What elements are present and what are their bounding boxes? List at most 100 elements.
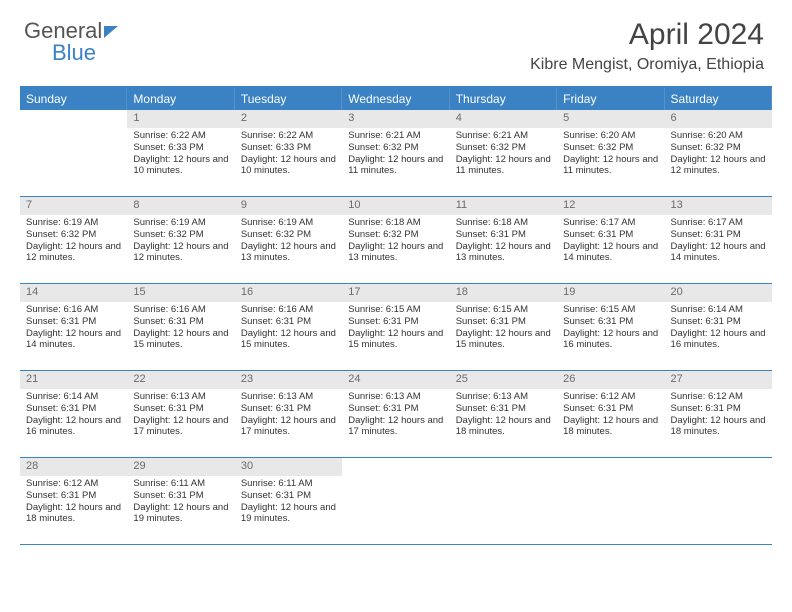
day-number: 11 [450,197,557,215]
day-body: Sunrise: 6:19 AMSunset: 6:32 PMDaylight:… [20,215,127,269]
calendar: Sunday Monday Tuesday Wednesday Thursday… [20,86,772,545]
day-number: 15 [127,284,234,302]
calendar-cell: 16Sunrise: 6:16 AMSunset: 6:31 PMDayligh… [235,284,342,370]
sunrise-text: Sunrise: 6:18 AM [348,217,443,229]
sunset-text: Sunset: 6:31 PM [671,403,766,415]
day-number: 29 [127,458,234,476]
sunrise-text: Sunrise: 6:13 AM [348,391,443,403]
sunrise-text: Sunrise: 6:15 AM [456,304,551,316]
calendar-cell: 3Sunrise: 6:21 AMSunset: 6:32 PMDaylight… [342,110,449,196]
calendar-cell: 29Sunrise: 6:11 AMSunset: 6:31 PMDayligh… [127,458,234,544]
day-number: 19 [557,284,664,302]
daylight-text: Daylight: 12 hours and 18 minutes. [671,415,766,439]
daylight-text: Daylight: 12 hours and 13 minutes. [348,241,443,265]
day-body: Sunrise: 6:18 AMSunset: 6:31 PMDaylight:… [450,215,557,269]
weekday-label: Thursday [450,88,557,110]
day-number: 1 [127,110,234,128]
day-body: Sunrise: 6:19 AMSunset: 6:32 PMDaylight:… [127,215,234,269]
day-number: 9 [235,197,342,215]
brand-triangle-icon [104,26,118,38]
day-number: 14 [20,284,127,302]
sunset-text: Sunset: 6:31 PM [563,316,658,328]
sunrise-text: Sunrise: 6:18 AM [456,217,551,229]
daylight-text: Daylight: 12 hours and 18 minutes. [26,502,121,526]
day-body: Sunrise: 6:13 AMSunset: 6:31 PMDaylight:… [235,389,342,443]
day-body: Sunrise: 6:13 AMSunset: 6:31 PMDaylight:… [127,389,234,443]
sunrise-text: Sunrise: 6:14 AM [26,391,121,403]
day-number: 30 [235,458,342,476]
sunset-text: Sunset: 6:33 PM [241,142,336,154]
day-body: Sunrise: 6:15 AMSunset: 6:31 PMDaylight:… [450,302,557,356]
sunrise-text: Sunrise: 6:13 AM [241,391,336,403]
day-body: Sunrise: 6:11 AMSunset: 6:31 PMDaylight:… [127,476,234,530]
sunrise-text: Sunrise: 6:21 AM [456,130,551,142]
daylight-text: Daylight: 12 hours and 15 minutes. [241,328,336,352]
sunrise-text: Sunrise: 6:19 AM [26,217,121,229]
daylight-text: Daylight: 12 hours and 15 minutes. [348,328,443,352]
day-body: Sunrise: 6:17 AMSunset: 6:31 PMDaylight:… [557,215,664,269]
day-number: 3 [342,110,449,128]
sunset-text: Sunset: 6:32 PM [133,229,228,241]
sunset-text: Sunset: 6:32 PM [671,142,766,154]
daylight-text: Daylight: 12 hours and 19 minutes. [241,502,336,526]
sunset-text: Sunset: 6:31 PM [241,403,336,415]
day-number: 4 [450,110,557,128]
calendar-week: 28Sunrise: 6:12 AMSunset: 6:31 PMDayligh… [20,458,772,545]
day-number: 26 [557,371,664,389]
day-body: Sunrise: 6:21 AMSunset: 6:32 PMDaylight:… [450,128,557,182]
daylight-text: Daylight: 12 hours and 17 minutes. [348,415,443,439]
day-number: 16 [235,284,342,302]
calendar-week: 7Sunrise: 6:19 AMSunset: 6:32 PMDaylight… [20,197,772,284]
sunset-text: Sunset: 6:31 PM [133,316,228,328]
day-number: 18 [450,284,557,302]
sunrise-text: Sunrise: 6:14 AM [671,304,766,316]
calendar-cell: 27Sunrise: 6:12 AMSunset: 6:31 PMDayligh… [665,371,772,457]
sunrise-text: Sunrise: 6:15 AM [348,304,443,316]
brand-logo: General Blue [24,18,118,66]
daylight-text: Daylight: 12 hours and 12 minutes. [671,154,766,178]
day-body: Sunrise: 6:21 AMSunset: 6:32 PMDaylight:… [342,128,449,182]
daylight-text: Daylight: 12 hours and 11 minutes. [563,154,658,178]
calendar-week: 14Sunrise: 6:16 AMSunset: 6:31 PMDayligh… [20,284,772,371]
sunrise-text: Sunrise: 6:19 AM [133,217,228,229]
day-number: 12 [557,197,664,215]
daylight-text: Daylight: 12 hours and 12 minutes. [133,241,228,265]
sunset-text: Sunset: 6:31 PM [26,490,121,502]
calendar-cell: 21Sunrise: 6:14 AMSunset: 6:31 PMDayligh… [20,371,127,457]
daylight-text: Daylight: 12 hours and 11 minutes. [348,154,443,178]
calendar-cell: 1Sunrise: 6:22 AMSunset: 6:33 PMDaylight… [127,110,234,196]
calendar-cell: 2Sunrise: 6:22 AMSunset: 6:33 PMDaylight… [235,110,342,196]
calendar-cell: 6Sunrise: 6:20 AMSunset: 6:32 PMDaylight… [665,110,772,196]
daylight-text: Daylight: 12 hours and 19 minutes. [133,502,228,526]
calendar-cell: 26Sunrise: 6:12 AMSunset: 6:31 PMDayligh… [557,371,664,457]
calendar-cell: 12Sunrise: 6:17 AMSunset: 6:31 PMDayligh… [557,197,664,283]
calendar-cell: 30Sunrise: 6:11 AMSunset: 6:31 PMDayligh… [235,458,342,544]
calendar-cell: 17Sunrise: 6:15 AMSunset: 6:31 PMDayligh… [342,284,449,370]
sunrise-text: Sunrise: 6:17 AM [563,217,658,229]
daylight-text: Daylight: 12 hours and 14 minutes. [671,241,766,265]
calendar-cell: 20Sunrise: 6:14 AMSunset: 6:31 PMDayligh… [665,284,772,370]
day-body: Sunrise: 6:13 AMSunset: 6:31 PMDaylight:… [342,389,449,443]
day-number: 20 [665,284,772,302]
calendar-cell: 28Sunrise: 6:12 AMSunset: 6:31 PMDayligh… [20,458,127,544]
calendar-cell: 24Sunrise: 6:13 AMSunset: 6:31 PMDayligh… [342,371,449,457]
daylight-text: Daylight: 12 hours and 17 minutes. [133,415,228,439]
calendar-cell [342,458,449,544]
day-body: Sunrise: 6:14 AMSunset: 6:31 PMDaylight:… [20,389,127,443]
sunrise-text: Sunrise: 6:20 AM [671,130,766,142]
daylight-text: Daylight: 12 hours and 11 minutes. [456,154,551,178]
brand-part2: Blue [24,40,118,66]
day-number: 8 [127,197,234,215]
daylight-text: Daylight: 12 hours and 10 minutes. [241,154,336,178]
daylight-text: Daylight: 12 hours and 16 minutes. [26,415,121,439]
sunrise-text: Sunrise: 6:19 AM [241,217,336,229]
sunset-text: Sunset: 6:31 PM [456,403,551,415]
daylight-text: Daylight: 12 hours and 16 minutes. [563,328,658,352]
day-body: Sunrise: 6:12 AMSunset: 6:31 PMDaylight:… [665,389,772,443]
daylight-text: Daylight: 12 hours and 15 minutes. [456,328,551,352]
sunrise-text: Sunrise: 6:12 AM [671,391,766,403]
sunset-text: Sunset: 6:31 PM [26,316,121,328]
day-number: 24 [342,371,449,389]
day-number: 25 [450,371,557,389]
daylight-text: Daylight: 12 hours and 14 minutes. [26,328,121,352]
